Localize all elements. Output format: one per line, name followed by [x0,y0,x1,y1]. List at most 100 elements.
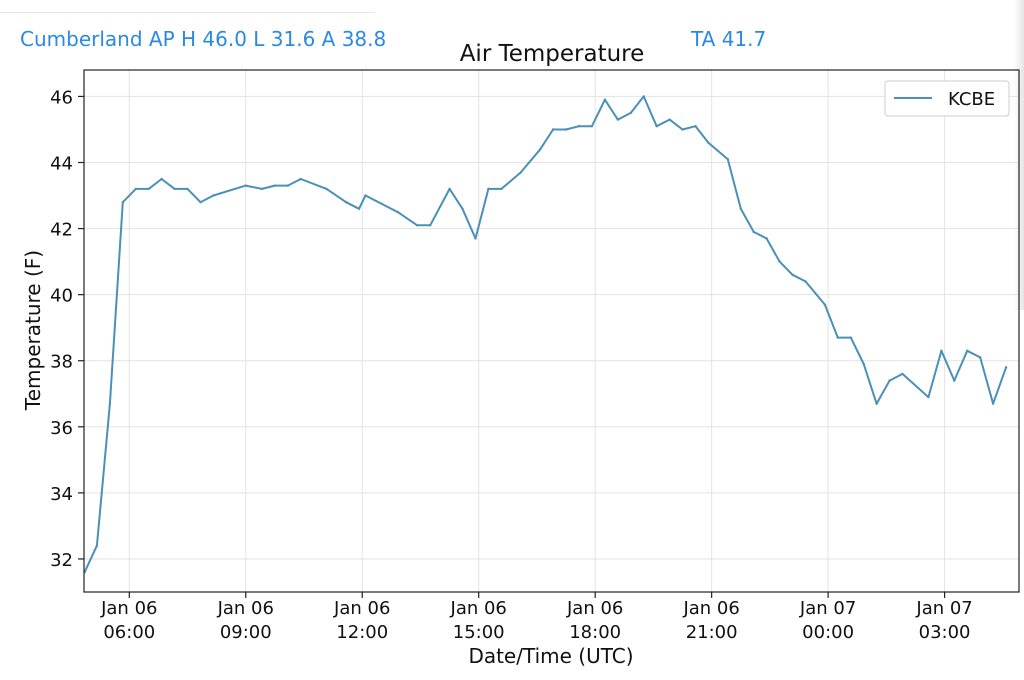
data-point [260,187,264,191]
data-point [429,224,432,227]
data-point [804,280,807,283]
x-tick-label-date: Jan 06 [333,598,390,619]
data-point [539,148,542,151]
ta-label: TA 41.7 [691,27,767,51]
top-divider [0,12,375,13]
y-tick-label: 46 [50,87,73,108]
x-tick-label-date: Jan 07 [915,598,972,619]
data-point [299,177,302,181]
x-tick-label-time: 15:00 [453,622,505,643]
station-stats-label: Cumberland AP H 46.0 L 31.6 A 38.8 [20,27,387,51]
x-tick-label-date: Jan 07 [799,598,856,619]
data-point [396,210,399,214]
y-tick-label: 44 [50,154,73,175]
legend: KCBE [884,80,1010,117]
data-point [134,187,137,191]
data-point [1004,366,1008,369]
data-point [823,303,827,306]
data-point [603,98,607,101]
data-point [752,230,755,234]
data-point [273,184,277,187]
data-point [991,402,995,405]
x-tick-label-date: Jan 06 [100,598,157,619]
data-point [927,395,930,399]
data-point [901,372,904,376]
data-point [344,201,348,204]
data-point [940,349,943,352]
data-point [875,402,878,405]
data-point [357,207,361,210]
data-point [616,118,619,121]
y-axis-label: Temperature (F) [21,250,45,411]
data-point [778,260,781,263]
x-axis-label: Date/Time (UTC) [468,644,633,668]
x-tick-label-time: 09:00 [220,622,272,643]
data-point [186,187,189,191]
data-point [655,125,658,128]
y-tick-label: 38 [50,352,73,373]
data-point [212,194,215,197]
series-layer [83,95,1008,574]
data-point [95,544,99,547]
y-axis: 32 34 36 38 40 42 44 46 [50,87,84,571]
data-point [590,125,594,128]
plot-frame [83,69,1020,593]
data-point [244,184,247,187]
data-point [487,187,490,191]
x-tick-label-date: Jan 06 [566,598,623,619]
data-point [286,184,289,187]
data-point [668,118,671,121]
chart-title: Air Temperature [460,41,645,67]
data-point [325,187,328,191]
x-tick-label-time: 06:00 [103,622,155,643]
x-tick-label-time: 03:00 [919,622,971,643]
data-point [500,187,503,191]
data-point [726,158,729,161]
data-point [681,128,684,131]
data-point [791,273,794,276]
data-point [551,128,555,131]
data-point [416,224,419,227]
data-point [629,111,632,115]
x-tick-label-time: 21:00 [686,622,738,643]
data-point [707,141,710,144]
data-point [888,379,891,382]
data-point [862,362,865,366]
y-tick-label: 40 [50,286,73,307]
x-tick-label-date: Jan 06 [682,598,739,619]
series-line-kcbe [83,95,1008,573]
x-axis: Jan 06 06:00 Jan 06 09:00 Jan 06 12:00 Jan 06 1… [100,592,973,643]
data-point [173,187,176,191]
data-point [966,349,969,352]
data-point [765,237,768,240]
x-tick-label-time: 18:00 [569,622,621,643]
data-point [642,95,645,98]
data-point [147,187,150,191]
data-point [160,177,163,181]
data-point [564,128,568,131]
y-tick-label: 42 [50,220,73,241]
y-tick-label: 34 [50,484,73,505]
data-point [364,194,367,197]
data-point [108,402,112,405]
data-point [474,237,477,240]
data-point [953,379,956,382]
data-point [836,336,839,339]
data-point [448,187,451,191]
legend-label-kcbe: KCBE [948,89,995,110]
data-point [461,207,464,210]
data-point [979,356,982,359]
data-point [694,125,697,128]
data-point [739,207,742,210]
x-tick-label-time: 00:00 [802,622,854,643]
data-point [519,171,522,174]
y-tick-label: 32 [50,550,73,571]
x-tick-label-date: Jan 06 [450,598,507,619]
data-point [849,336,852,339]
data-point [577,125,581,128]
x-tick-label-date: Jan 06 [217,598,274,619]
x-tick-label-time: 12:00 [336,622,388,643]
data-point [199,201,202,204]
grid [84,70,1019,592]
